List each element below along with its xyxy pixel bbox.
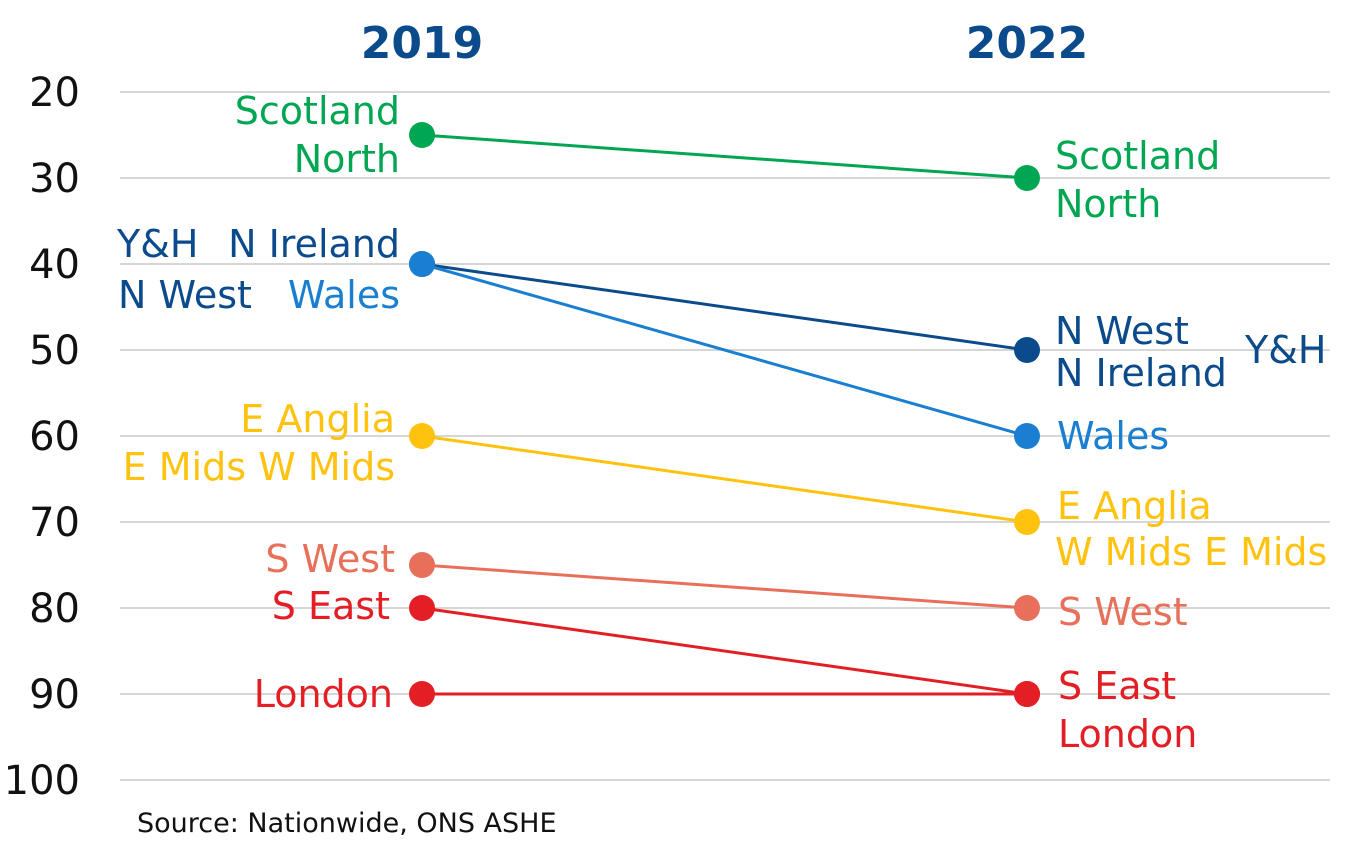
label-2019-nwest: N West (118, 273, 252, 317)
y-axis-ticks: 20 30 40 50 60 70 80 90 100 (4, 70, 80, 804)
data-point (409, 681, 435, 707)
label-2022-nwest: N West (1055, 309, 1189, 353)
label-2022-yh: Y&H (1244, 328, 1326, 372)
data-point (1014, 595, 1040, 621)
label-2022-swest: S West (1058, 590, 1188, 634)
data-point (409, 595, 435, 621)
series-line (421, 434, 1028, 524)
y-tick-label: 90 (29, 672, 80, 718)
label-2022-wmids-emids: W Mids E Mids (1055, 530, 1327, 574)
data-point (409, 251, 435, 277)
label-2022-london: London (1058, 712, 1197, 756)
series-line (421, 606, 1028, 696)
series-marks (409, 122, 1040, 707)
y-tick-label: 20 (29, 70, 80, 116)
y-tick-label: 50 (29, 328, 80, 374)
series-line (421, 563, 1028, 610)
label-2019-london: London (254, 672, 393, 716)
label-2022-seast: S East (1058, 664, 1176, 708)
y-tick-label: 70 (29, 500, 80, 546)
y-tick-label: 60 (29, 414, 80, 460)
header-2022: 2022 (966, 18, 1088, 69)
data-point (1014, 423, 1040, 449)
data-point (1014, 337, 1040, 363)
grid-lines (120, 91, 1330, 781)
data-point (409, 122, 435, 148)
label-2022-eanglia: E Anglia (1057, 484, 1212, 528)
label-2019-scotland: Scotland (235, 89, 400, 133)
y-tick-label: 40 (29, 242, 80, 288)
label-2019-north: North (294, 137, 400, 181)
labels-2019: Scotland North Y&H N Ireland N West Wale… (116, 89, 400, 716)
label-2022-nireland: N Ireland (1055, 351, 1227, 395)
label-2022-north: North (1055, 182, 1161, 226)
series-line (421, 262, 1028, 438)
label-2019-nireland: N Ireland (228, 222, 400, 266)
series-line (421, 262, 1028, 352)
header-2019: 2019 (361, 18, 483, 69)
y-tick-label: 100 (4, 758, 80, 804)
label-2019-swest: S West (265, 537, 395, 581)
label-2022-wales: Wales (1057, 414, 1169, 458)
series-line (421, 133, 1028, 180)
data-point (1014, 681, 1040, 707)
label-2022-scotland: Scotland (1055, 134, 1220, 178)
label-2019-eanglia: E Anglia (240, 397, 395, 441)
data-point (1014, 509, 1040, 535)
data-point (409, 423, 435, 449)
y-tick-label: 30 (29, 156, 80, 202)
labels-2022: Scotland North N West N Ireland Y&H Wale… (1055, 134, 1327, 756)
label-2019-wales: Wales (288, 273, 400, 317)
label-2019-emids-wmids: E Mids W Mids (123, 445, 395, 489)
label-2019-seast: S East (272, 584, 390, 628)
label-2019-yh: Y&H (116, 222, 198, 266)
source-note: Source: Nationwide, ONS ASHE (137, 808, 557, 839)
y-tick-label: 80 (29, 586, 80, 632)
data-point (409, 552, 435, 578)
data-point (1014, 165, 1040, 191)
